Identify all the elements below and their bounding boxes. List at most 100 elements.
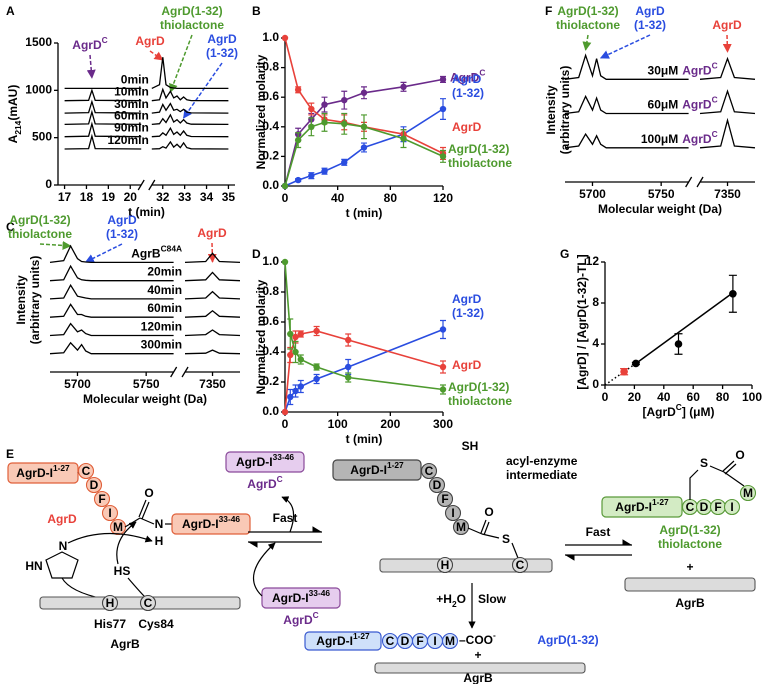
residue [441, 632, 459, 650]
data-point [439, 153, 447, 160]
series-label: AgrD(1-32) thiolactone [448, 380, 512, 408]
series-line [284, 328, 444, 413]
bond [45, 551, 79, 579]
panel-label: D [252, 247, 261, 261]
residue-label: D [90, 478, 99, 492]
residue-label: M [456, 520, 466, 534]
data-point [439, 76, 447, 83]
residue-label: M [445, 634, 455, 648]
trace-label: 90min [114, 121, 149, 135]
data-point [341, 120, 348, 128]
x-tick-label: 100 [742, 390, 762, 404]
panel-label: E [6, 447, 14, 461]
x-tick-label: 19 [102, 190, 116, 204]
residue-label: D [401, 634, 410, 648]
y-tick-label: 0.2 [262, 149, 279, 163]
scheme-text: AgrD(1-32) [537, 633, 598, 647]
residue-label: H [441, 558, 450, 572]
series-label: AgrD(1-32) thiolactone [448, 142, 512, 170]
data-point [287, 393, 294, 401]
y-tick-label: 0.4 [262, 119, 279, 133]
data-point [287, 330, 294, 338]
residue-label: H [106, 596, 115, 610]
x-axis-label: t (min) [346, 432, 383, 446]
trace [564, 53, 689, 80]
data-point [439, 386, 447, 393]
y-tick-label: 500 [32, 130, 52, 144]
y-tick-label: 0.6 [262, 314, 279, 328]
residue-label: F [714, 500, 721, 514]
x-axis-label: t (min) [346, 206, 383, 220]
residue-label: I [451, 506, 454, 520]
peptide-label: AgrD-I33-46 [272, 588, 330, 605]
x-tick-label: 0 [602, 390, 609, 404]
y-axis-label: Normalized molarity [254, 54, 268, 169]
enzyme-bar [624, 577, 756, 592]
trace [49, 303, 174, 318]
series-label: AgrD [452, 120, 482, 134]
trace-label: 100μM [641, 132, 678, 146]
trace [564, 132, 689, 149]
x-tick-label: 40 [657, 390, 671, 404]
scheme-text: S [700, 456, 708, 470]
trace-label: 120min [141, 320, 182, 334]
bond [253, 542, 276, 597]
y-tick-label: 0.8 [262, 60, 279, 74]
annotation: AgrD(1-32) thiolactone [8, 213, 72, 241]
trace-label: 300min [141, 338, 182, 352]
series-label: AgrDC [450, 68, 485, 85]
data-point [294, 176, 302, 184]
panel-label: F [545, 4, 552, 18]
residue-label: C [144, 596, 153, 610]
residue [739, 484, 757, 502]
y-tick-label: 1.0 [262, 30, 279, 44]
trace [151, 126, 229, 138]
x-tick-label: 200 [380, 417, 400, 431]
residue-label: F [441, 492, 448, 506]
data-point [281, 34, 289, 42]
trace [151, 57, 229, 90]
y-tick-label: 1.0 [262, 254, 279, 268]
scheme-text: Slow [478, 592, 507, 606]
x-axis-label: [AgrDC] (μM) [642, 402, 714, 419]
scheme-text: AgrD(1-32) thiolactone [658, 523, 722, 551]
x-tick-label: 80 [716, 390, 730, 404]
trace [49, 283, 174, 300]
data-point [308, 105, 315, 113]
panel-label: B [252, 4, 261, 18]
peptide-label: AgrD-I1-27 [350, 460, 404, 477]
residue-label: I [433, 634, 436, 648]
annotation: AgrD [135, 34, 165, 48]
residue [93, 490, 111, 508]
scheme-text: AgrB [675, 596, 705, 610]
peptide-box [225, 451, 305, 473]
x-tick-label: 20 [628, 390, 642, 404]
x-tick-label: 0 [282, 417, 289, 431]
x-tick-label: 18 [80, 190, 94, 204]
data-point [292, 333, 299, 341]
scheme-text: +H2O [436, 592, 466, 609]
data-point [439, 363, 447, 371]
trace-label: 30μM [648, 63, 679, 77]
annotation: AgrD(1-32) thiolactone [556, 4, 620, 32]
trace-tag: AgrDC [682, 95, 717, 112]
bond [709, 460, 745, 487]
series-label: AgrD (1-32) [452, 292, 484, 320]
residue [723, 498, 741, 516]
data-point [287, 351, 294, 359]
trace-label: AgrBC84A [131, 244, 182, 261]
data-point [281, 182, 289, 190]
scheme-text: H [155, 534, 164, 548]
data-point [341, 159, 348, 166]
x-tick-label: 20 [124, 190, 138, 204]
annotation: AgrD (1-32) [206, 32, 238, 60]
peptide-label: AgrD-I1-27 [615, 497, 669, 514]
trace [151, 140, 229, 150]
y-tick-label: 0.0 [262, 404, 279, 418]
axis-break [696, 176, 704, 188]
annotation-arrow [582, 34, 592, 51]
y-axis-label: [AgrD] / [AgrD(1-32)-TL] [575, 254, 589, 389]
data-point [360, 123, 368, 130]
residue-label: C [82, 464, 91, 478]
